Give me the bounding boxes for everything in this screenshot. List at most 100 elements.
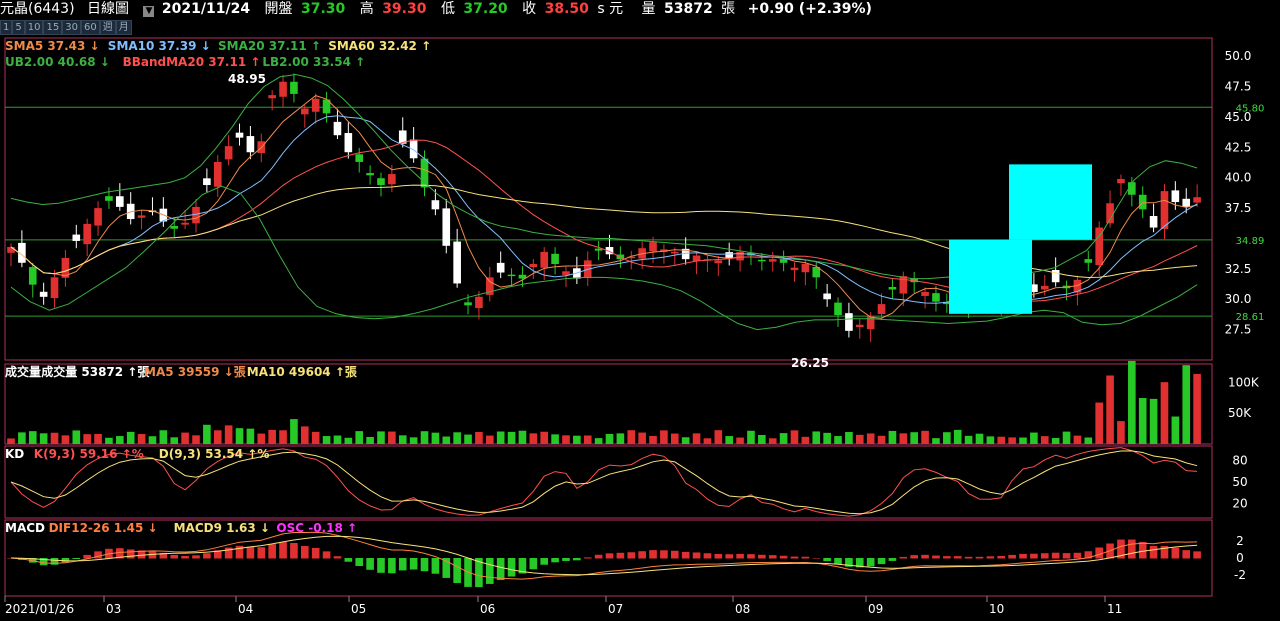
volume-bar (442, 436, 451, 444)
candle (420, 158, 429, 188)
macd-signal-line (10, 535, 1198, 576)
volume-bar (192, 435, 200, 444)
candle (540, 251, 549, 268)
candle (61, 257, 70, 278)
volume-bar (627, 430, 636, 444)
osc-bar (1051, 552, 1060, 559)
volume-bar (1084, 437, 1093, 444)
timeframe-3[interactable]: 10 (24, 20, 44, 35)
osc-bar (1182, 550, 1191, 559)
volume-bar (159, 430, 168, 444)
volume-bar (420, 431, 429, 444)
volume-bar (768, 438, 777, 444)
candle (1128, 182, 1136, 195)
osc-bar (181, 555, 189, 559)
x-tick-3: 04 (238, 602, 253, 616)
price-tick-3: 45.0 (1225, 110, 1252, 124)
close-label: 收 (522, 1, 537, 17)
volume-bar (540, 431, 549, 444)
volume-bar (790, 430, 799, 444)
osc-bar (1128, 539, 1136, 559)
candle (1084, 259, 1093, 263)
price-tick-1: 50.0 (1225, 49, 1252, 63)
x-tick-1: 2021/01/26 (5, 602, 74, 616)
osc-bar (246, 546, 255, 559)
timeframe-1[interactable]: 1 (0, 20, 13, 35)
timeframe-4[interactable]: 15 (43, 20, 63, 35)
candle (50, 277, 59, 299)
osc-bar (714, 553, 723, 559)
price-legend-4: SMA60 32.42 ↑ (328, 39, 431, 53)
ref-label-1: 45.80 (1236, 103, 1265, 114)
timeframe-7[interactable]: 週 (99, 20, 116, 35)
volume-bar (61, 435, 70, 444)
osc-bar (1171, 547, 1180, 559)
candle (485, 277, 494, 295)
quote-header: 元晶(6443) 日線圖 ▼ 2021/11/24 開盤 37.30 高 39.… (0, 0, 1280, 20)
volume-bar (975, 433, 984, 444)
osc-bar (932, 555, 940, 559)
candle (39, 291, 48, 297)
volume-bar (812, 431, 821, 444)
date-dropdown-icon[interactable]: ▼ (143, 6, 155, 17)
volume-bar (1171, 416, 1180, 444)
volume-bar (660, 430, 668, 444)
volume-bar (72, 430, 81, 444)
volume-bar (943, 432, 951, 444)
osc-bar (213, 550, 222, 559)
volume-bar (725, 436, 734, 444)
candle (431, 200, 440, 210)
macd-legend-3: MACD9 1.63 ↓ (174, 521, 270, 535)
timeframe-2[interactable]: 5 (12, 20, 25, 35)
candle (148, 210, 157, 213)
osc-bar (779, 555, 788, 559)
candle (18, 242, 26, 263)
osc-bar (747, 554, 755, 559)
timeframe-6[interactable]: 60 (80, 20, 100, 35)
volume-bar (1008, 437, 1016, 444)
candle (681, 248, 690, 260)
currency-unit: s 元 (597, 1, 624, 17)
highlight-box-1 (949, 239, 1032, 314)
candle (7, 246, 15, 253)
osc-bar (529, 558, 538, 570)
osc-bar (496, 558, 505, 581)
volume-value: 53872 (664, 1, 713, 17)
macd-legend-2: DIF12-26 1.45 ↓ (49, 521, 158, 535)
volume-bar (116, 436, 124, 444)
candle (932, 293, 940, 302)
osc-bar (1040, 553, 1049, 559)
volume-bar (464, 434, 472, 444)
candle (464, 302, 472, 306)
macd-legend-1: MACD (5, 521, 45, 535)
osc-bar (1149, 545, 1158, 559)
x-tick-10: 11 (1107, 602, 1122, 616)
ref-label-2: 34.89 (1236, 236, 1265, 247)
candle (921, 291, 929, 296)
period-label[interactable]: 日線圖 (87, 1, 130, 17)
osc-bar (453, 558, 461, 583)
vol-legend-1: 成交量 (5, 364, 41, 379)
volume-bar (1073, 435, 1082, 444)
volume-bar (50, 432, 59, 444)
timeframe-8[interactable]: 月 (115, 20, 132, 35)
volume-bar (834, 436, 842, 444)
osc-bar (736, 553, 744, 559)
panel-frame-4 (4, 519, 1213, 597)
osc-bar (159, 552, 168, 559)
volume-bar (1030, 432, 1038, 444)
osc-bar (703, 553, 712, 559)
candle (692, 255, 701, 262)
candle (1149, 216, 1158, 228)
osc-bar (953, 556, 962, 559)
open-label: 開盤 (264, 1, 293, 17)
osc-bar (61, 558, 70, 563)
bb-legend-3: LB2.00 33.54 ↑ (262, 55, 365, 69)
osc-bar (910, 555, 918, 559)
volume-bar (845, 432, 853, 444)
vol-tick-2: 50K (1228, 406, 1252, 420)
volume-bar (616, 433, 625, 444)
osc-bar (507, 558, 516, 577)
volume-bar (779, 433, 788, 444)
timeframe-5[interactable]: 30 (62, 20, 81, 35)
